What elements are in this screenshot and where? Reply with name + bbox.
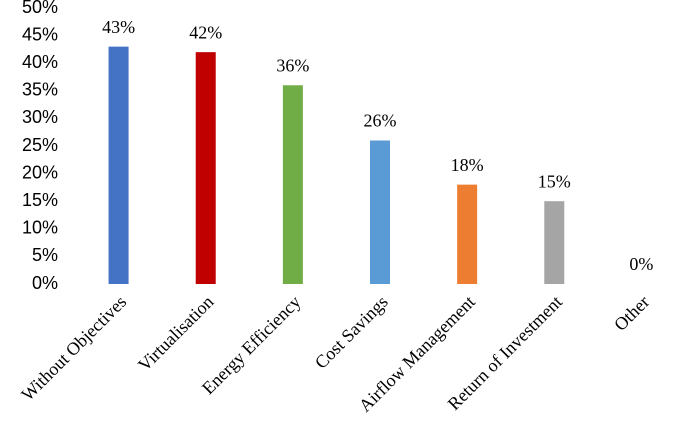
x-tick-label: Without Objectives <box>17 292 130 405</box>
value-label: 36% <box>276 55 309 75</box>
value-label: 0% <box>629 254 653 274</box>
bar <box>195 52 216 284</box>
y-tick-label: 0% <box>32 273 58 293</box>
bar <box>370 140 390 284</box>
value-label: 15% <box>538 171 571 191</box>
y-tick-label: 30% <box>22 107 58 127</box>
y-tick-label: 5% <box>32 245 58 265</box>
y-tick-label: 50% <box>22 0 58 17</box>
y-tick-label: 15% <box>22 190 58 210</box>
y-tick-label: 40% <box>22 52 58 72</box>
x-tick-label: Other <box>610 292 653 335</box>
bar <box>108 46 129 284</box>
value-label: 42% <box>189 22 222 42</box>
y-tick-label: 25% <box>22 135 58 155</box>
x-tick-label: Cost Savings <box>311 292 392 373</box>
y-tick-label: 45% <box>22 24 58 44</box>
y-tick-label: 35% <box>22 80 58 100</box>
bar <box>544 201 565 284</box>
value-label: 18% <box>451 155 484 175</box>
y-tick-label: 10% <box>22 218 58 238</box>
bar <box>457 184 478 284</box>
x-tick-label: Virtualisation <box>134 292 217 375</box>
bar <box>282 85 303 284</box>
value-label: 26% <box>364 111 397 131</box>
value-label: 43% <box>102 17 135 37</box>
y-tick-label: 20% <box>22 162 58 182</box>
